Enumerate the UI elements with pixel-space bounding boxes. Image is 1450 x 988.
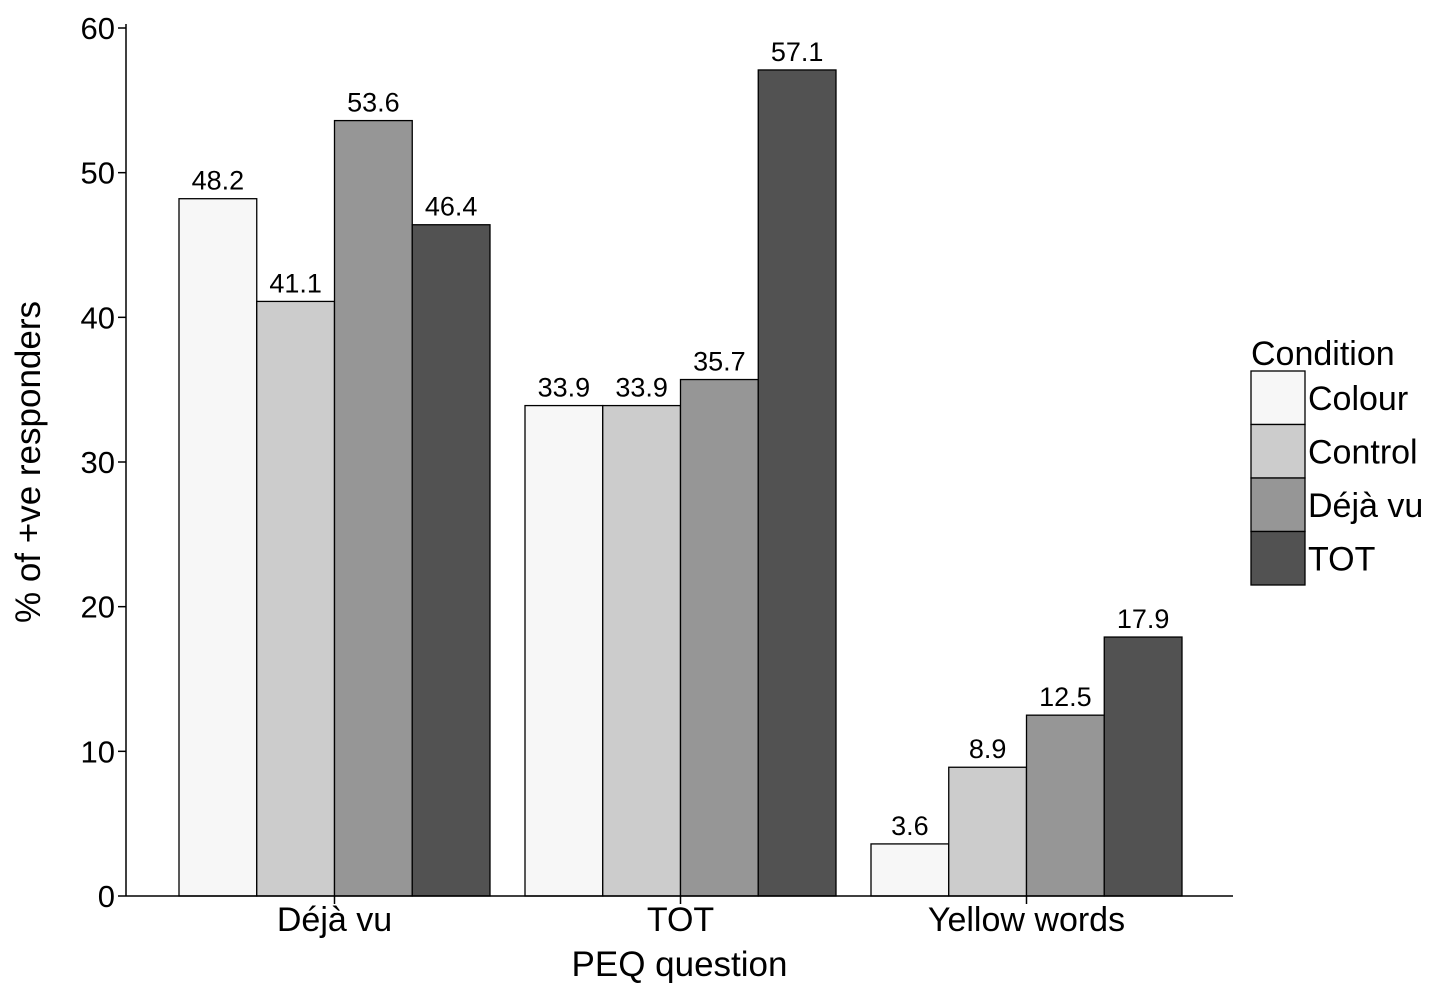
bar-tot-tot <box>757 69 837 897</box>
data-label-deja-vu-colour: 48.2 <box>192 166 245 196</box>
data-label-deja-vu-tot: 46.4 <box>425 192 478 222</box>
y-tick-label-60: 60 <box>81 11 115 46</box>
data-label-tot-control: 33.9 <box>615 373 668 403</box>
bar-tot-deja-vu <box>679 378 759 897</box>
data-label-yellow-words-tot: 17.9 <box>1117 604 1170 634</box>
bar-deja-vu-control <box>256 300 336 897</box>
legend-swatch-colour <box>1250 370 1306 426</box>
y-tick-label-50: 50 <box>81 156 115 191</box>
legend-swatch-control <box>1250 423 1306 479</box>
bar-tot-control <box>602 404 682 897</box>
data-label-tot-colour: 33.9 <box>538 373 591 403</box>
bar-yellow-words-deja-vu <box>1025 714 1105 897</box>
x-tick-label-deja-vu: Déjà vu <box>277 901 392 939</box>
data-label-yellow-words-colour: 3.6 <box>891 811 929 841</box>
legend-label-tot: TOT <box>1308 540 1375 578</box>
data-label-deja-vu-control: 41.1 <box>269 268 322 298</box>
legend-label-deja-vu: Déjà vu <box>1308 487 1423 525</box>
y-tick-label-0: 0 <box>98 879 115 914</box>
bar-tot-colour <box>524 404 604 897</box>
legend-title: Condition <box>1251 335 1395 373</box>
y-tick-label-30: 30 <box>81 445 115 480</box>
bar-deja-vu-colour <box>178 198 258 897</box>
bar-deja-vu-tot <box>411 224 491 897</box>
y-axis-title: % of +ve responders <box>9 301 48 623</box>
x-axis-title: PEQ question <box>572 945 788 983</box>
y-tick-label-20: 20 <box>81 590 115 625</box>
bars-layer <box>178 69 1183 897</box>
y-tick-label-40: 40 <box>81 300 115 335</box>
data-label-yellow-words-deja-vu: 12.5 <box>1039 682 1092 712</box>
y-tick-label-10: 10 <box>81 734 115 769</box>
legend-swatch-deja-vu <box>1250 477 1306 533</box>
axes-layer: 0 10 20 30 40 50 60 Déjà vu TOT Yellow words PEQ q… <box>9 11 1233 984</box>
data-label-deja-vu-deja-vu: 53.6 <box>347 88 400 118</box>
bar-yellow-words-tot <box>1103 636 1183 897</box>
x-tick-label-tot: TOT <box>647 901 714 939</box>
data-label-yellow-words-control: 8.9 <box>969 734 1007 764</box>
bar-deja-vu-deja-vu <box>333 119 413 897</box>
legend: Condition Colour Control Déjà vu TOT <box>1250 335 1423 586</box>
x-tick-label-yellow-words: Yellow words <box>928 901 1125 939</box>
bar-yellow-words-control <box>948 766 1028 897</box>
legend-swatch-tot <box>1250 530 1306 586</box>
data-labels-layer: 48.2 41.1 53.6 46.4 33.9 33.9 35.7 57.1 3.6 8.9 12… <box>192 37 1170 841</box>
bar-yellow-words-colour <box>870 843 950 897</box>
legend-label-colour: Colour <box>1308 380 1408 418</box>
legend-label-control: Control <box>1308 433 1418 471</box>
data-label-tot-deja-vu: 35.7 <box>693 347 746 377</box>
data-label-tot-tot: 57.1 <box>771 37 824 67</box>
